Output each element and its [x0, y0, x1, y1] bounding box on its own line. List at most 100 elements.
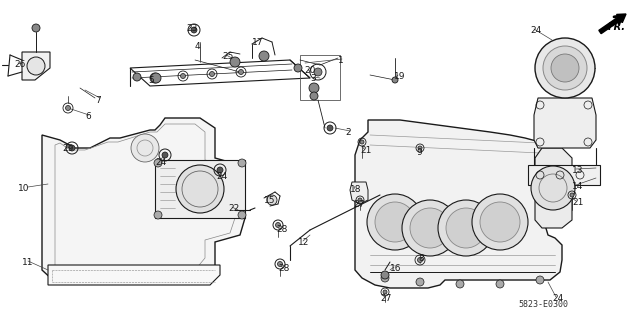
Circle shape — [314, 68, 322, 76]
Text: FR.: FR. — [608, 22, 626, 32]
Text: 5: 5 — [148, 76, 154, 85]
Circle shape — [327, 125, 333, 131]
Circle shape — [259, 51, 269, 61]
Circle shape — [536, 276, 544, 284]
FancyArrow shape — [599, 14, 626, 33]
Circle shape — [456, 280, 464, 288]
Circle shape — [131, 134, 159, 162]
Circle shape — [496, 280, 504, 288]
Circle shape — [32, 24, 40, 32]
Ellipse shape — [490, 151, 510, 165]
Circle shape — [65, 106, 70, 110]
Circle shape — [480, 202, 520, 242]
Circle shape — [381, 274, 389, 282]
Polygon shape — [350, 182, 368, 204]
Polygon shape — [42, 118, 245, 282]
Circle shape — [472, 194, 528, 250]
Circle shape — [151, 73, 161, 83]
Text: 19: 19 — [394, 72, 406, 81]
Ellipse shape — [494, 154, 506, 162]
Circle shape — [358, 198, 362, 202]
Text: 26: 26 — [14, 60, 26, 69]
Circle shape — [543, 46, 587, 90]
Circle shape — [27, 57, 45, 75]
Circle shape — [410, 208, 450, 248]
Text: 21: 21 — [572, 198, 584, 207]
Circle shape — [267, 195, 277, 205]
Text: 11: 11 — [22, 258, 33, 267]
Circle shape — [162, 152, 168, 158]
Text: 15: 15 — [264, 196, 275, 205]
Circle shape — [209, 71, 214, 77]
Text: 20: 20 — [304, 66, 316, 75]
Text: 24: 24 — [530, 26, 541, 35]
Polygon shape — [355, 120, 562, 288]
Ellipse shape — [462, 154, 474, 162]
Text: 24: 24 — [216, 172, 227, 181]
Text: 6: 6 — [85, 112, 91, 121]
Circle shape — [238, 211, 246, 219]
Circle shape — [154, 159, 162, 167]
Circle shape — [570, 193, 574, 197]
Text: 3: 3 — [310, 74, 316, 83]
Ellipse shape — [458, 151, 478, 165]
Text: 12: 12 — [298, 238, 309, 247]
Text: 27: 27 — [353, 200, 364, 209]
Circle shape — [275, 222, 280, 227]
Circle shape — [191, 27, 197, 33]
Polygon shape — [535, 148, 572, 228]
Polygon shape — [48, 265, 220, 285]
Ellipse shape — [390, 151, 410, 165]
Circle shape — [230, 57, 240, 67]
Circle shape — [69, 145, 75, 151]
Text: 10: 10 — [18, 184, 29, 193]
Circle shape — [417, 257, 422, 263]
Circle shape — [310, 92, 318, 100]
Text: 2: 2 — [345, 128, 351, 137]
Circle shape — [133, 73, 141, 81]
Circle shape — [392, 77, 398, 83]
Circle shape — [360, 140, 364, 144]
Text: 23: 23 — [186, 24, 197, 33]
Polygon shape — [528, 165, 600, 185]
Text: 25: 25 — [222, 52, 234, 61]
Circle shape — [535, 38, 595, 98]
Circle shape — [152, 76, 157, 80]
Ellipse shape — [429, 154, 441, 162]
Circle shape — [238, 159, 246, 167]
Text: 7: 7 — [95, 96, 100, 105]
Text: 27: 27 — [380, 294, 392, 303]
Circle shape — [180, 73, 186, 78]
Circle shape — [239, 70, 243, 75]
Text: 17: 17 — [252, 38, 264, 47]
Text: 21: 21 — [360, 146, 371, 155]
Text: 5823-E0300: 5823-E0300 — [518, 300, 568, 309]
Circle shape — [367, 194, 423, 250]
Circle shape — [551, 54, 579, 82]
Text: 8: 8 — [418, 254, 424, 263]
Circle shape — [446, 208, 486, 248]
Text: 22: 22 — [228, 204, 239, 213]
Circle shape — [381, 271, 389, 279]
Text: 24: 24 — [552, 294, 563, 303]
Ellipse shape — [394, 154, 406, 162]
Polygon shape — [155, 160, 245, 218]
Circle shape — [383, 290, 387, 294]
Circle shape — [418, 146, 422, 150]
Polygon shape — [534, 98, 596, 148]
Circle shape — [309, 83, 319, 93]
Text: 9: 9 — [416, 148, 422, 157]
Text: 14: 14 — [572, 182, 584, 191]
Ellipse shape — [425, 151, 445, 165]
Circle shape — [278, 262, 282, 266]
Polygon shape — [22, 52, 50, 80]
Text: 13: 13 — [572, 166, 584, 175]
Circle shape — [176, 165, 224, 213]
Text: 28: 28 — [276, 225, 287, 234]
Text: 16: 16 — [390, 264, 401, 273]
Text: 28: 28 — [278, 264, 289, 273]
Text: 24: 24 — [155, 158, 166, 167]
Circle shape — [416, 278, 424, 286]
Circle shape — [375, 202, 415, 242]
Circle shape — [294, 64, 302, 72]
